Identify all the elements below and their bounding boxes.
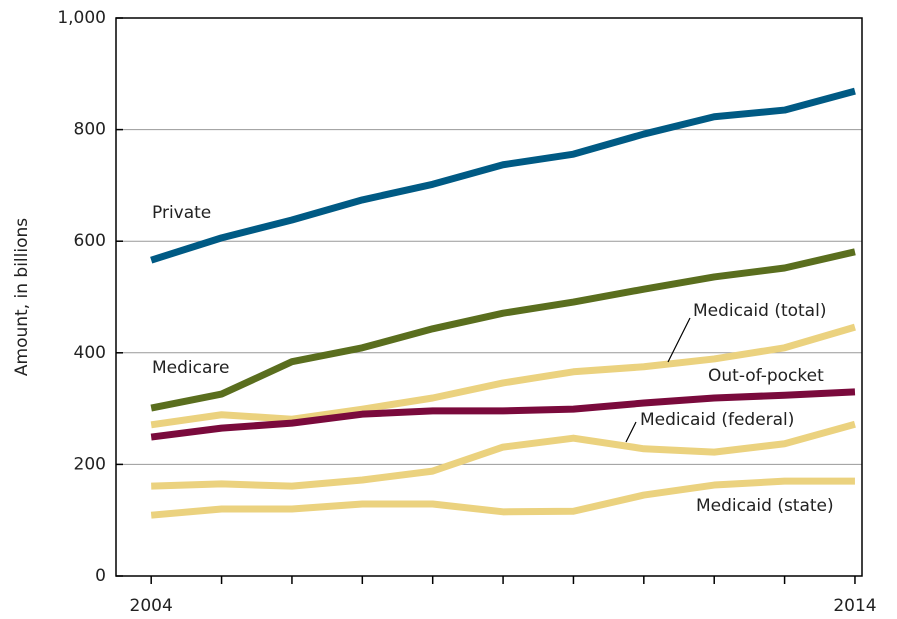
label-leader <box>667 317 691 363</box>
series-line <box>151 420 856 490</box>
series-label: Private <box>152 203 211 223</box>
series-label: Medicaid (total) <box>693 301 826 321</box>
series-label: Medicaid (state) <box>696 496 834 516</box>
y-axis-label: Amount, in billions <box>12 218 32 376</box>
series-line <box>150 323 856 429</box>
y-tick-label: 0 <box>95 566 106 586</box>
y-tick-label: 200 <box>74 454 106 474</box>
series-line <box>150 477 855 519</box>
series-label: Medicare <box>152 358 229 378</box>
series-line <box>150 388 856 441</box>
x-tick-label: 2004 <box>130 596 173 616</box>
y-tick-label: 1,000 <box>57 8 106 28</box>
series-label: Medicaid (federal) <box>640 410 794 430</box>
y-tick-label: 800 <box>74 120 106 140</box>
y-tick-label: 600 <box>74 231 106 251</box>
y-tick-label: 400 <box>74 343 106 363</box>
series-line <box>150 87 856 264</box>
plot-frame <box>115 17 863 577</box>
series-label: Out-of-pocket <box>708 366 824 386</box>
x-tick-label: 2014 <box>833 596 876 616</box>
series-line <box>150 248 856 412</box>
label-leader <box>625 421 637 443</box>
